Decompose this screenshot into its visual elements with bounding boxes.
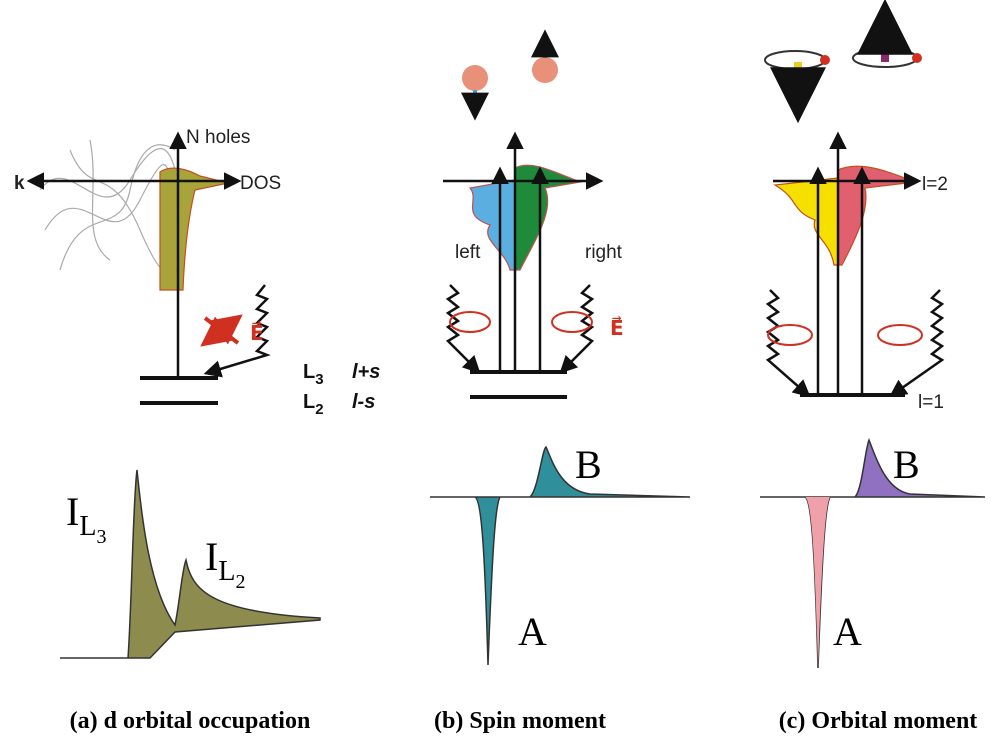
caption: (c) Orbital moment	[779, 708, 978, 734]
panel-a: N holes k DOS E⃗ L3 l+s L2 l-s IL3 IL2	[14, 127, 380, 658]
level-sub: 3	[315, 371, 323, 388]
spectrum	[760, 440, 985, 668]
dos-fill	[775, 178, 838, 265]
dos-fill	[160, 168, 228, 290]
peak-main: I	[205, 534, 218, 579]
spin-ball	[462, 65, 488, 91]
label: DOS	[240, 173, 281, 194]
spectrum	[60, 470, 320, 658]
peak-label: A	[833, 609, 862, 654]
electron	[912, 53, 922, 63]
band-curves	[40, 140, 175, 270]
level-label: L3	[303, 361, 324, 388]
polarization	[768, 325, 812, 345]
label: N holes	[186, 127, 250, 148]
spectrum	[430, 447, 690, 665]
level-name: L	[303, 391, 315, 413]
label: l=2	[922, 174, 948, 195]
peak-sub2: 3	[96, 526, 106, 548]
peak-label: A	[518, 609, 547, 654]
label: l=1	[918, 392, 944, 413]
peak-label: B	[893, 442, 920, 487]
caption: (b) Spin moment	[434, 708, 606, 734]
peak-label: IL3	[66, 489, 106, 548]
peak-sub: L	[79, 511, 96, 542]
electron	[820, 55, 830, 65]
caption: (a) d orbital occupation	[70, 708, 311, 734]
panel-b: left right E⃗ B A	[430, 35, 690, 665]
spin-ball	[532, 57, 558, 83]
polarization	[878, 325, 922, 345]
level-sub: 2	[315, 401, 323, 418]
peak-main: I	[66, 489, 79, 534]
peak-label: IL2	[205, 534, 245, 593]
label: k	[14, 173, 25, 194]
level-rule: l+s	[352, 361, 380, 383]
level-name: L	[303, 361, 315, 383]
level-rule: l-s	[352, 391, 375, 413]
field-label: E⃗	[610, 315, 624, 340]
peak-label: B	[575, 442, 602, 487]
level-label: L2	[303, 391, 324, 418]
label: left	[455, 242, 481, 263]
label: right	[585, 242, 623, 263]
xmcd-diagram: N holes k DOS E⃗ L3 l+s L2 l-s IL3 IL2 l…	[0, 0, 1001, 742]
spectrum-dip	[805, 497, 830, 668]
peak-sub: L	[218, 556, 235, 587]
field-label: E⃗	[250, 320, 264, 345]
panel-c: l=2 l=1 B A	[760, 10, 985, 668]
peak-sub2: 2	[235, 571, 245, 593]
photon	[892, 290, 942, 395]
